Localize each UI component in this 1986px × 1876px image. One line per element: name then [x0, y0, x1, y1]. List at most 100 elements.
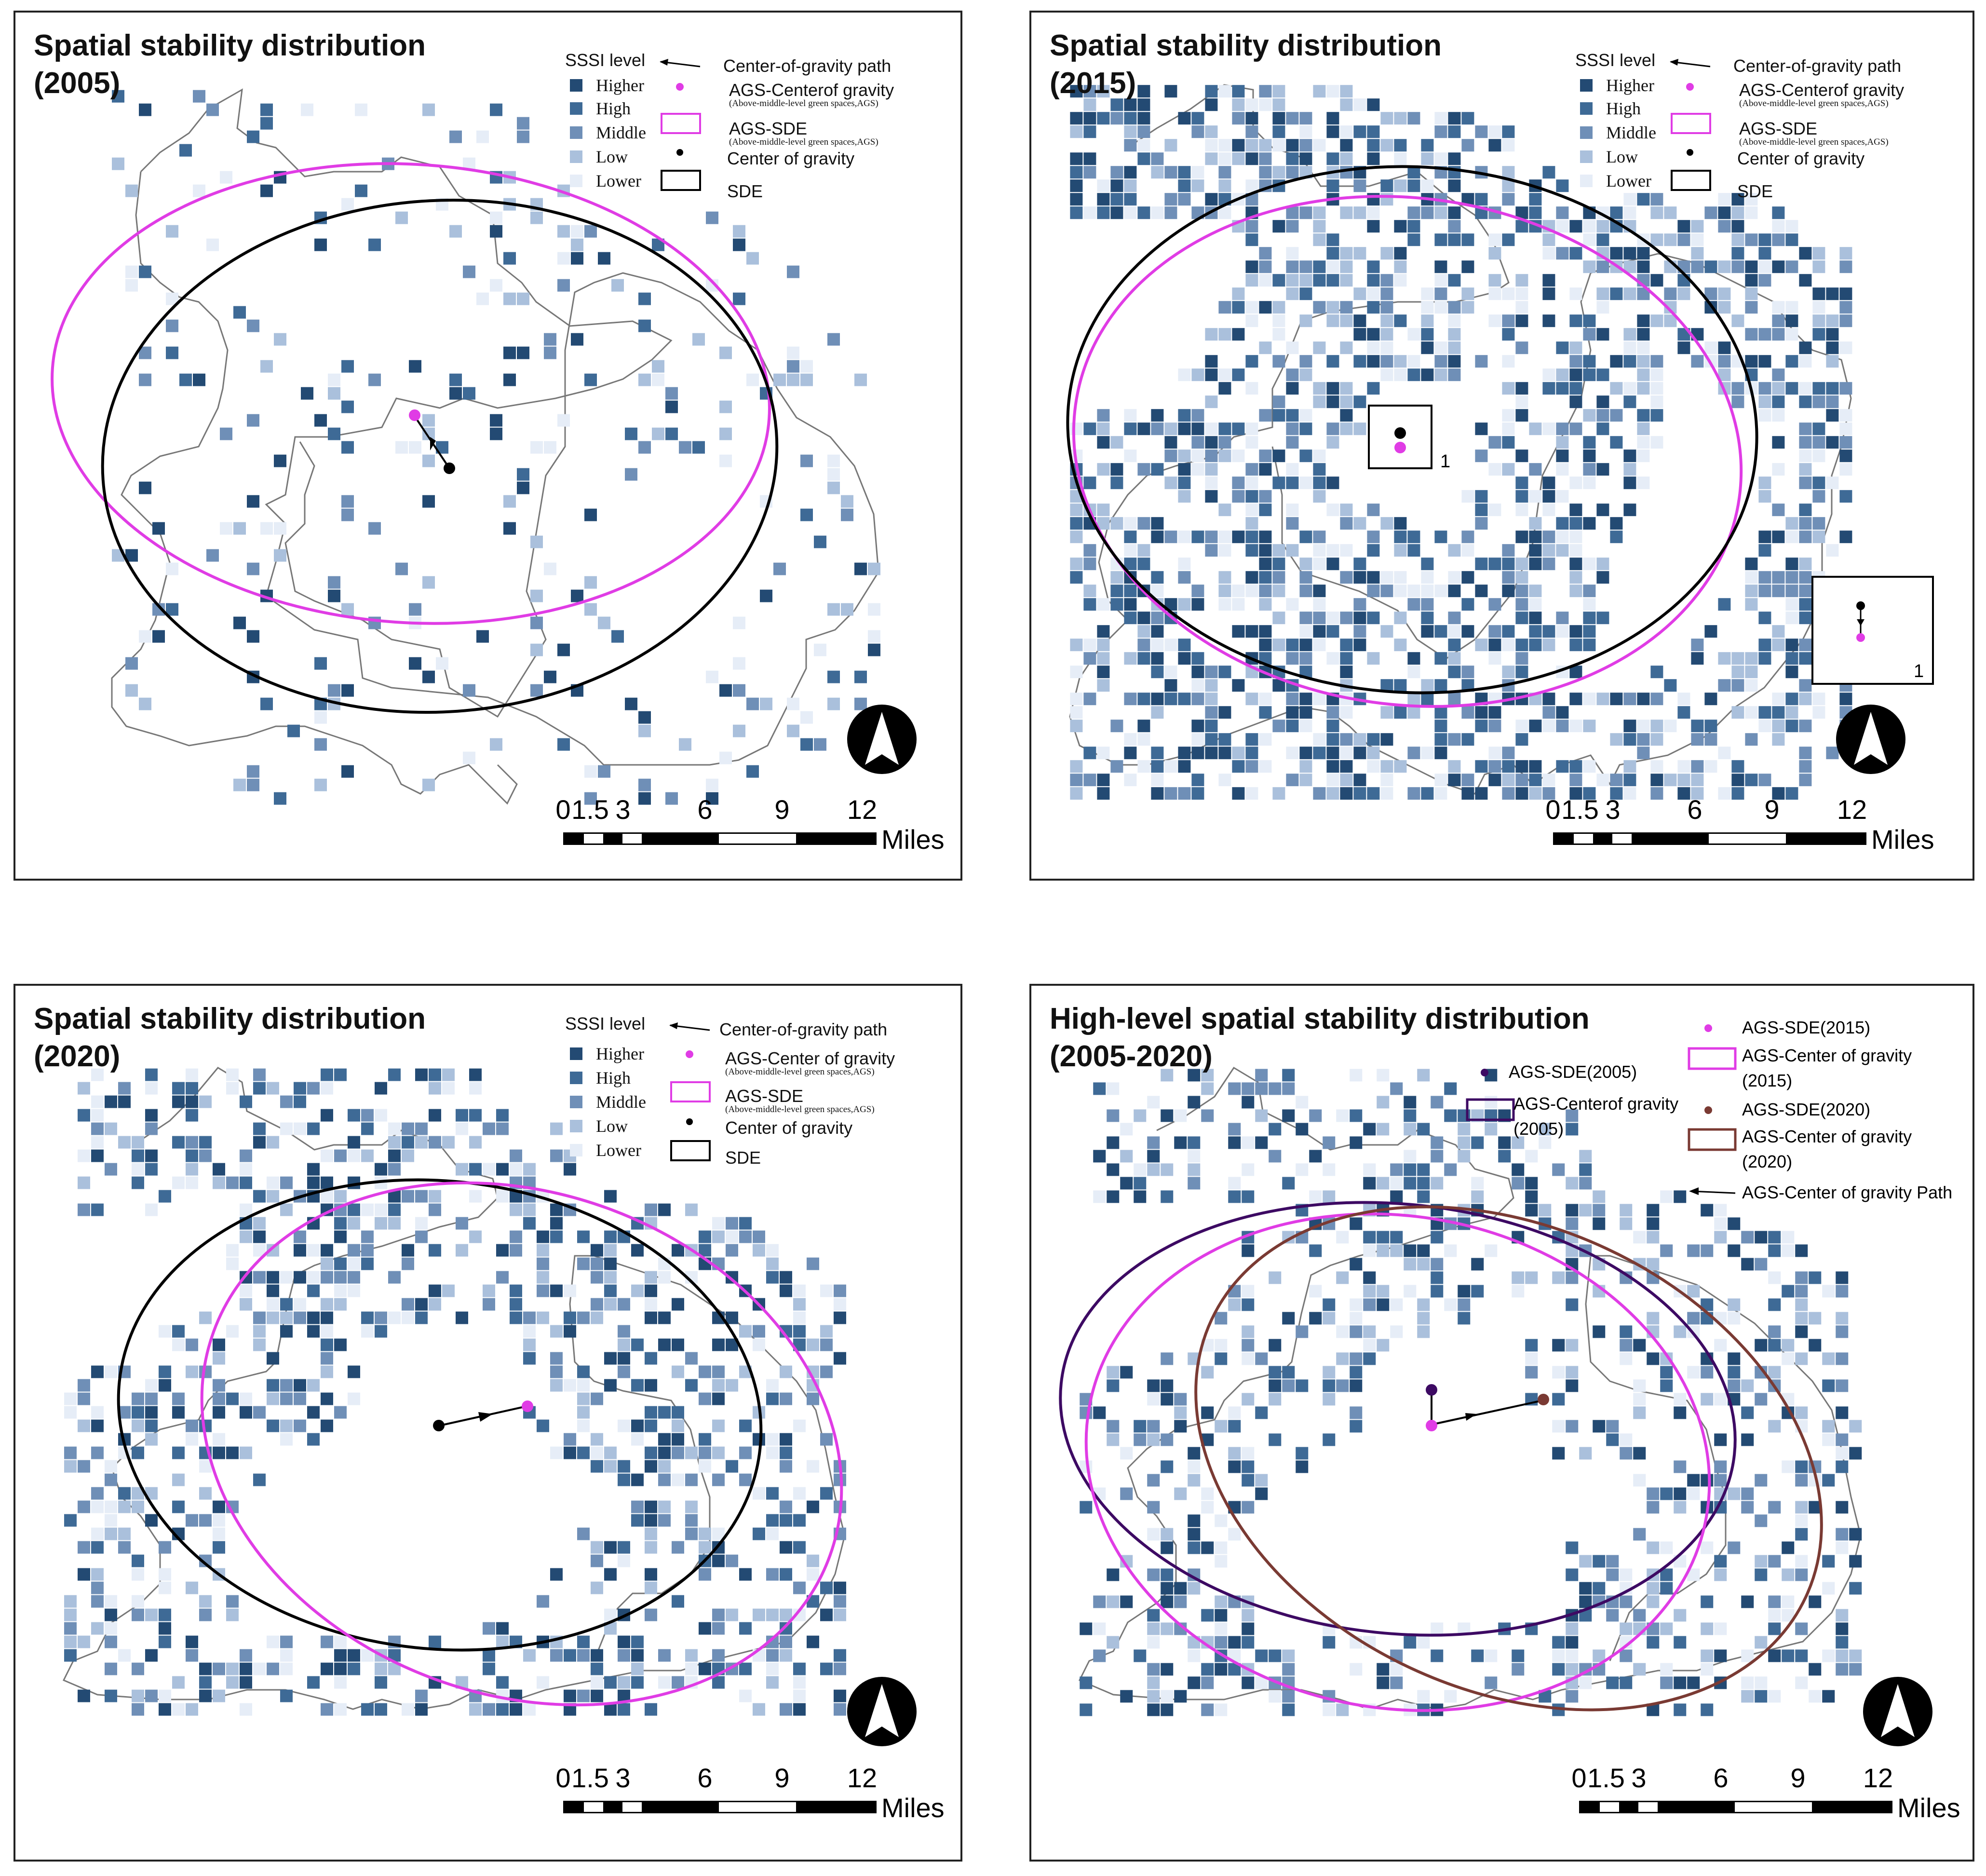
- sssi-cell: [314, 711, 327, 724]
- sssi-cell: [692, 333, 705, 346]
- sssi-cell: [1390, 1082, 1403, 1095]
- sssi-cell: [1350, 1420, 1363, 1433]
- sssi-cell: [1758, 652, 1771, 665]
- sssi-cell: [199, 1136, 212, 1149]
- sssi-cell: [652, 360, 664, 373]
- sssi-cell: [220, 427, 232, 440]
- sssi-cell: [1718, 287, 1731, 300]
- sssi-cell: [1431, 1271, 1444, 1284]
- sssi-cell: [1178, 476, 1191, 489]
- sssi-cell: [1488, 639, 1501, 652]
- sssi-cell: [1259, 639, 1272, 652]
- sssi-cell: [1421, 314, 1434, 327]
- sssi-cell: [1731, 260, 1744, 273]
- sssi-cell: [1434, 125, 1447, 138]
- sssi-cell: [469, 1136, 482, 1149]
- sssi-cell: [1583, 787, 1596, 800]
- sssi-cell: [1367, 612, 1380, 625]
- sssi-cell: [1755, 1258, 1768, 1271]
- sssi-cell: [827, 333, 840, 346]
- sssi-cell: [91, 1068, 104, 1081]
- sssi-cell: [1569, 314, 1582, 327]
- sssi-cell: [77, 1419, 90, 1432]
- sssi-cell: [550, 1568, 563, 1581]
- sssi-cell: [1633, 1231, 1646, 1244]
- sssi-cell: [733, 657, 745, 670]
- sssi-cell: [1579, 1204, 1592, 1217]
- sssi-cell: [1448, 774, 1461, 787]
- sssi-cell: [1660, 1676, 1673, 1689]
- map-title: Spatial stability distribution (2005): [34, 27, 426, 102]
- sssi-cell: [104, 1595, 117, 1608]
- sssi-cell: [1755, 1676, 1768, 1689]
- sssi-cell: [1124, 139, 1137, 152]
- sssi-cell: [1367, 98, 1380, 111]
- sssi-cell: [428, 1136, 441, 1149]
- sssi-cell: [1758, 774, 1771, 787]
- sssi-cell: [1502, 436, 1515, 449]
- sssi-cell: [334, 1257, 347, 1270]
- sssi-cell: [1849, 1582, 1862, 1595]
- sssi-cell: [1515, 530, 1528, 544]
- sssi-cell: [1556, 449, 1569, 462]
- sssi-cell: [1232, 747, 1245, 760]
- lower-swatch: [570, 175, 582, 187]
- sssi-cell: [1353, 787, 1366, 800]
- sssi-cell: [1353, 612, 1366, 625]
- inset-arrowhead: [1857, 619, 1864, 626]
- sssi-cell: [131, 1608, 144, 1621]
- sssi-cell: [422, 495, 435, 508]
- sssi-cell: [320, 1244, 333, 1257]
- sssi-cell: [1188, 1460, 1201, 1473]
- sssi-cell: [1147, 1420, 1160, 1433]
- sssi-cell: [1701, 1393, 1714, 1406]
- sssi-cell: [482, 1662, 495, 1675]
- sssi-cell: [820, 1662, 833, 1675]
- sssi-cell: [1488, 436, 1501, 449]
- sssi-cell: [544, 346, 556, 359]
- sssi-cell: [679, 738, 691, 751]
- sssi-cell: [1677, 693, 1690, 706]
- sssi-cell: [1583, 720, 1596, 733]
- sde-legend-label: SDE: [725, 1148, 761, 1168]
- sssi-cell: [1272, 328, 1285, 341]
- sssi-cell: [1191, 679, 1204, 692]
- sssi-cell: [1809, 1312, 1822, 1325]
- sssi-cell: [1782, 1285, 1795, 1298]
- sssi-cell: [91, 1365, 104, 1378]
- sssi-cell: [1566, 1217, 1579, 1230]
- sssi-cell: [280, 1379, 293, 1392]
- sssi-cell: [1191, 747, 1204, 760]
- sssi-cell: [91, 1122, 104, 1135]
- sssi-cell: [1566, 1568, 1579, 1581]
- sssi-cell: [1245, 179, 1258, 192]
- sssi-cell: [1083, 639, 1096, 652]
- sssi-cell: [1488, 557, 1501, 571]
- sssi-cell: [1458, 1312, 1471, 1325]
- sssi-cell: [1556, 490, 1569, 503]
- sssi-cell: [1691, 774, 1704, 787]
- sssi-cell: [307, 1163, 320, 1176]
- sssi-cell: [1701, 1204, 1714, 1217]
- sssi-cell: [1556, 463, 1569, 476]
- sssi-cell: [1070, 693, 1083, 706]
- sssi-cell: [1245, 585, 1258, 598]
- sssi-cell: [1232, 139, 1245, 152]
- sssi-cell: [1475, 449, 1488, 462]
- sssi-cell: [374, 1662, 387, 1675]
- sssi-cell: [1299, 139, 1312, 152]
- sssi-cell: [1124, 422, 1137, 435]
- sssi-cell: [523, 1311, 536, 1324]
- sssi-cell: [172, 1095, 185, 1108]
- sssi-cell: [131, 1595, 144, 1608]
- sssi-cell: [1687, 1244, 1700, 1257]
- sssi-cell: [557, 738, 570, 751]
- sssi-cell: [1795, 1676, 1808, 1689]
- sssi-cell: [469, 1190, 482, 1203]
- sssi-cell: [320, 1109, 333, 1122]
- sssi-cell: [766, 1392, 779, 1405]
- sssi-cell: [1218, 585, 1231, 598]
- sssi-cell: [1434, 341, 1447, 354]
- sssi-cell: [1124, 166, 1137, 179]
- sssi-cell: [1323, 1379, 1336, 1392]
